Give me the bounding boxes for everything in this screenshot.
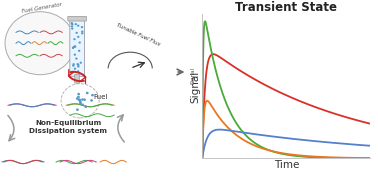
Title: Transient State: Transient State (235, 1, 337, 14)
Circle shape (81, 32, 84, 34)
Circle shape (83, 98, 86, 101)
Circle shape (81, 26, 83, 28)
Circle shape (86, 92, 89, 94)
Circle shape (71, 28, 73, 30)
Circle shape (72, 47, 74, 49)
Circle shape (77, 93, 80, 95)
Text: Non-Equilibrium
Dissipation system: Non-Equilibrium Dissipation system (29, 120, 107, 134)
Circle shape (79, 102, 82, 105)
Text: Tunable Fuel Flux: Tunable Fuel Flux (116, 22, 161, 47)
Circle shape (74, 54, 76, 56)
FancyBboxPatch shape (75, 74, 79, 83)
Circle shape (77, 96, 80, 98)
Circle shape (91, 94, 94, 96)
Circle shape (76, 32, 78, 34)
Circle shape (71, 25, 73, 27)
Circle shape (76, 63, 79, 65)
Circle shape (81, 103, 84, 106)
Text: Fuel Generator: Fuel Generator (22, 1, 63, 14)
Circle shape (73, 46, 75, 48)
Circle shape (80, 62, 82, 64)
FancyBboxPatch shape (70, 17, 84, 76)
Circle shape (79, 41, 81, 44)
X-axis label: Time: Time (274, 160, 299, 170)
Y-axis label: Signal: Signal (191, 70, 201, 103)
Text: Fuel: Fuel (93, 94, 107, 100)
Circle shape (77, 66, 79, 68)
Circle shape (71, 22, 73, 24)
Text: Signal: Signal (191, 67, 196, 84)
Circle shape (76, 97, 79, 100)
Circle shape (74, 68, 76, 70)
Circle shape (81, 98, 84, 101)
Circle shape (73, 63, 75, 65)
Circle shape (74, 46, 76, 48)
Circle shape (78, 99, 81, 101)
Circle shape (79, 100, 82, 103)
Circle shape (90, 99, 93, 102)
FancyBboxPatch shape (68, 16, 87, 21)
Circle shape (84, 105, 87, 108)
Circle shape (77, 36, 79, 38)
Circle shape (78, 50, 81, 52)
Circle shape (72, 65, 74, 67)
Circle shape (74, 45, 76, 48)
Circle shape (76, 108, 79, 111)
Circle shape (78, 98, 81, 101)
Circle shape (73, 38, 76, 40)
Circle shape (77, 70, 79, 73)
Circle shape (71, 23, 74, 25)
Circle shape (75, 58, 77, 60)
Circle shape (74, 23, 77, 25)
Circle shape (77, 64, 79, 66)
Circle shape (81, 31, 84, 33)
Circle shape (77, 25, 79, 27)
Circle shape (5, 12, 75, 75)
